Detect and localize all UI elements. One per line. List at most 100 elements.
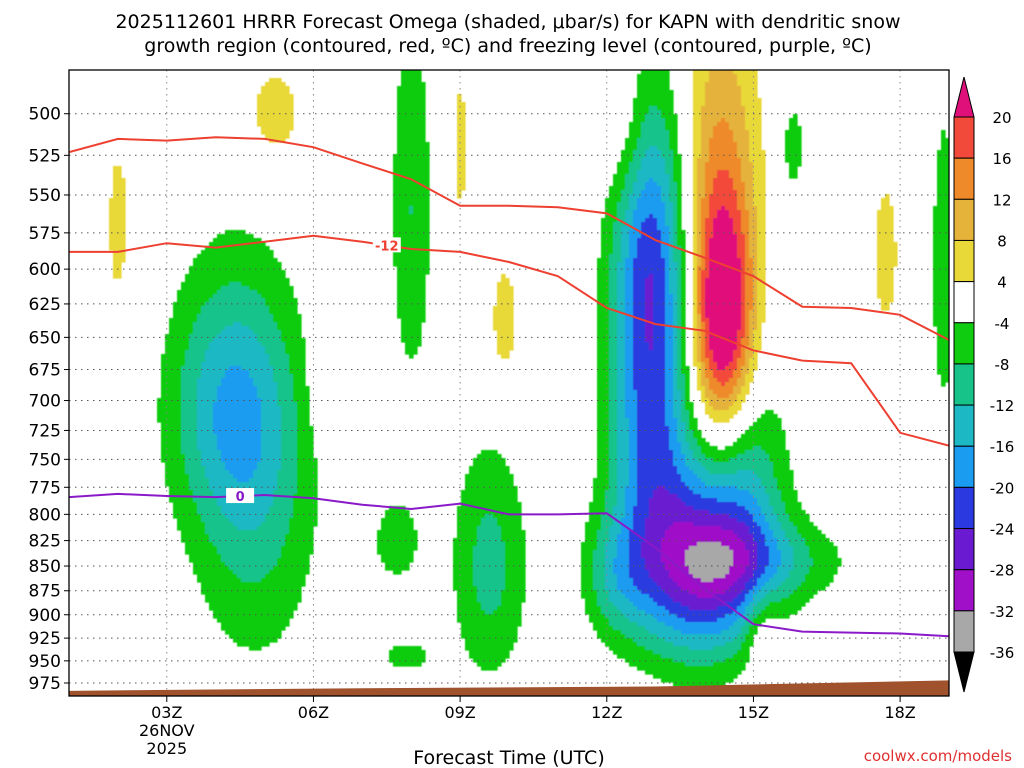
- omega-cell: [605, 198, 622, 203]
- omega-cell: [693, 106, 702, 111]
- omega-cell: [677, 222, 682, 227]
- omega-cell: [633, 602, 658, 607]
- omega-cell: [625, 378, 634, 383]
- omega-cell: [697, 386, 706, 391]
- omega-cell: [761, 586, 778, 591]
- dgz-lower-contour-label-bg: [372, 237, 401, 253]
- omega-cell: [377, 546, 418, 551]
- omega-cell: [757, 286, 766, 291]
- omega-cell: [757, 270, 766, 275]
- omega-cell: [633, 510, 650, 515]
- omega-cell: [613, 174, 626, 179]
- omega-cell: [205, 246, 270, 251]
- omega-cell: [629, 130, 642, 135]
- omega-cell: [157, 406, 182, 411]
- omega-cell: [197, 506, 222, 511]
- omega-cell: [745, 542, 758, 547]
- omega-cell: [737, 486, 766, 491]
- omega-cell: [637, 82, 670, 87]
- omega-cell: [293, 494, 318, 499]
- omega-cell: [745, 182, 754, 187]
- omega-cell: [705, 294, 742, 299]
- omega-cell: [193, 258, 278, 263]
- omega-cell: [757, 582, 766, 587]
- omega-cell: [693, 490, 750, 495]
- omega-cell: [617, 426, 630, 431]
- y-tick-label: 550: [29, 186, 61, 206]
- omega-cell: [749, 562, 758, 567]
- omega-cell: [641, 194, 662, 199]
- omega-cell: [681, 442, 690, 447]
- omega-cell: [189, 346, 210, 351]
- omega-cell: [753, 610, 762, 615]
- omega-cell: [693, 166, 698, 171]
- omega-cell: [757, 310, 766, 315]
- omega-cell: [609, 526, 622, 531]
- omega-cell: [193, 330, 222, 335]
- omega-cell: [465, 642, 514, 647]
- omega-cell: [705, 406, 714, 411]
- omega-cell: [241, 578, 262, 583]
- omega-cell: [581, 578, 594, 583]
- omega-cell: [617, 370, 626, 375]
- omega-cell: [669, 242, 674, 247]
- omega-cell: [409, 354, 414, 359]
- omega-cell: [297, 402, 310, 407]
- omega-cell: [397, 282, 426, 287]
- omega-cell: [601, 222, 614, 227]
- omega-cell: [625, 594, 650, 599]
- omega-cell: [701, 478, 762, 483]
- omega-cell: [597, 382, 610, 387]
- omega-cell: [669, 274, 678, 279]
- omega-cell: [249, 286, 294, 291]
- omega-cell: [781, 498, 798, 503]
- omega-cell: [609, 350, 618, 355]
- omega-cell: [393, 162, 430, 167]
- omega-cell: [741, 298, 746, 303]
- omega-cell: [681, 290, 686, 295]
- omega-cell: [225, 462, 258, 467]
- omega-cell: [729, 570, 746, 575]
- omega-cell: [609, 190, 622, 195]
- omega-cell: [729, 362, 738, 367]
- omega-cell: [701, 206, 710, 211]
- omega-cell: [681, 366, 690, 371]
- omega-cell: [757, 498, 770, 503]
- omega-cell: [173, 310, 202, 315]
- omega-cell: [641, 70, 670, 75]
- omega-cell: [729, 586, 746, 591]
- omega-cell: [697, 190, 706, 195]
- omega-cell: [697, 334, 702, 339]
- colorbar-bin: [953, 116, 975, 159]
- omega-cell: [645, 538, 662, 543]
- omega-cell: [617, 290, 626, 295]
- omega-cell: [617, 434, 630, 439]
- omega-cell: [705, 186, 714, 191]
- omega-cell: [625, 270, 634, 275]
- omega-cell: [113, 190, 126, 195]
- omega-cell: [681, 318, 686, 323]
- omega-cell: [397, 310, 426, 315]
- omega-cell: [765, 594, 790, 599]
- omega-cell: [189, 478, 210, 483]
- omega-cell: [669, 286, 678, 291]
- omega-cell: [641, 230, 662, 235]
- omega-cell: [501, 274, 506, 279]
- omega-cell: [617, 490, 626, 495]
- omega-cell: [701, 222, 706, 227]
- omega-cell: [753, 190, 766, 195]
- omega-cell: [597, 442, 610, 447]
- omega-cell: [605, 494, 618, 499]
- omega-cell: [933, 258, 949, 263]
- omega-cell: [597, 474, 610, 479]
- omega-cell: [745, 606, 754, 611]
- omega-cell: [761, 610, 798, 615]
- omega-cell: [753, 518, 766, 523]
- omega-cell: [625, 182, 634, 187]
- omega-cell: [297, 442, 314, 447]
- omega-cell: [745, 330, 750, 335]
- omega-cell: [597, 546, 606, 551]
- omega-cell: [397, 270, 430, 275]
- omega-cell: [597, 602, 614, 607]
- omega-cell: [617, 494, 626, 499]
